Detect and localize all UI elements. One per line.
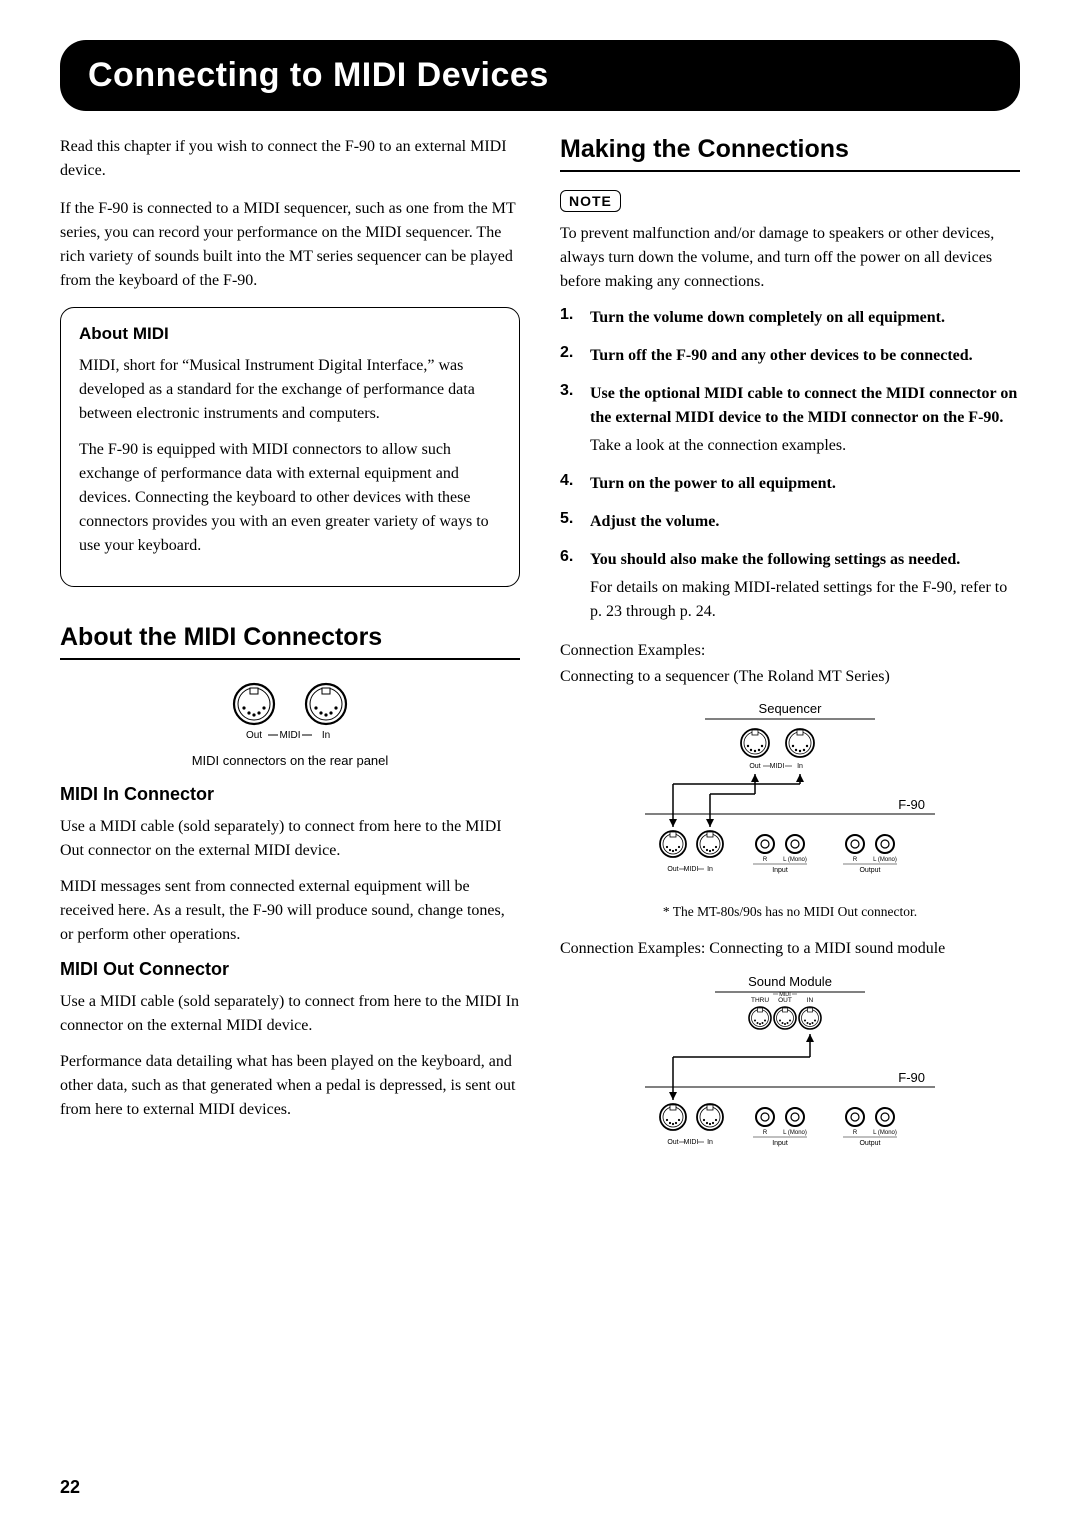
note-badge: NOTE	[560, 190, 621, 212]
svg-text:In: In	[707, 866, 713, 873]
note-text: To prevent malfunction and/or damage to …	[560, 222, 1020, 294]
svg-text:Output: Output	[859, 1140, 880, 1147]
step-5-text: Adjust the volume.	[590, 510, 1020, 534]
about-midi-box: About MIDI MIDI, short for “Musical Inst…	[60, 307, 520, 587]
about-connectors-heading: About the MIDI Connectors	[60, 623, 520, 660]
example1-note: * The MT-80s/90s has no MIDI Out connect…	[560, 904, 1020, 920]
step-3-sub: Take a look at the connection examples.	[590, 434, 1020, 458]
midi-out-heading: MIDI Out Connector	[60, 959, 520, 980]
svg-text:Out: Out	[667, 866, 678, 873]
page-number: 22	[60, 1477, 80, 1498]
diagram-label-midi: MIDI	[279, 730, 300, 741]
intro-p1: Read this chapter if you wish to connect…	[60, 135, 520, 183]
svg-text:Sound Module: Sound Module	[748, 974, 832, 989]
svg-text:Out: Out	[749, 763, 760, 770]
step-2: Turn off the F-90 and any other devices …	[560, 344, 1020, 368]
example2-label: Connection Examples: Connecting to a MID…	[560, 936, 1020, 962]
midi-diagram-caption: MIDI connectors on the rear panel	[60, 753, 520, 768]
about-midi-p2: The F-90 is equipped with MIDI connector…	[79, 438, 501, 558]
svg-text:MIDI: MIDI	[684, 1139, 699, 1146]
step-6-sub: For details on making MIDI-related setti…	[590, 576, 1020, 624]
svg-text:THRU: THRU	[751, 997, 769, 1004]
svg-text:Input: Input	[772, 867, 788, 874]
svg-text:Input: Input	[772, 1140, 788, 1147]
about-midi-title: About MIDI	[79, 324, 501, 344]
svg-text:L (Mono): L (Mono)	[783, 857, 807, 863]
intro-p2: If the F-90 is connected to a MIDI seque…	[60, 197, 520, 293]
svg-text:MIDI: MIDI	[770, 763, 785, 770]
svg-text:In: In	[797, 763, 803, 770]
making-connections-heading: Making the Connections	[560, 135, 1020, 172]
sequencer-connection-diagram: Sequencer	[560, 699, 1020, 894]
svg-text:F-90: F-90	[898, 1070, 925, 1085]
step-4: Turn on the power to all equipment.	[560, 472, 1020, 496]
midi-in-p1: Use a MIDI cable (sold separately) to co…	[60, 815, 520, 863]
title-banner: Connecting to MIDI Devices	[60, 40, 1020, 111]
left-column: Read this chapter if you wish to connect…	[60, 135, 520, 1177]
connection-examples-label: Connection Examples:	[560, 638, 1020, 664]
svg-text:L (Mono): L (Mono)	[873, 1130, 897, 1136]
midi-out-p2: Performance data detailing what has been…	[60, 1050, 520, 1122]
diagram-label-out: Out	[246, 730, 262, 741]
midi-in-p2: MIDI messages sent from connected extern…	[60, 875, 520, 947]
page-title: Connecting to MIDI Devices	[88, 56, 992, 95]
midi-out-p1: Use a MIDI cable (sold separately) to co…	[60, 990, 520, 1038]
intro-block: Read this chapter if you wish to connect…	[60, 135, 520, 293]
svg-text:In: In	[707, 1139, 713, 1146]
step-3-text: Use the optional MIDI cable to connect t…	[590, 382, 1020, 430]
about-midi-p1: MIDI, short for “Musical Instrument Digi…	[79, 354, 501, 426]
step-5: Adjust the volume.	[560, 510, 1020, 534]
step-3: Use the optional MIDI cable to connect t…	[560, 382, 1020, 458]
svg-text:IN: IN	[807, 997, 814, 1004]
svg-text:R: R	[763, 857, 768, 863]
step-2-text: Turn off the F-90 and any other devices …	[590, 344, 1020, 368]
sound-module-connection-diagram: Sound Module THRU OUT IN MIDI	[560, 972, 1020, 1167]
svg-text:Sequencer: Sequencer	[759, 701, 823, 716]
step-6: You should also make the following setti…	[560, 548, 1020, 624]
midi-in-heading: MIDI In Connector	[60, 784, 520, 805]
right-column: Making the Connections NOTE To prevent m…	[560, 135, 1020, 1177]
svg-text:OUT: OUT	[778, 997, 792, 1004]
svg-text:R: R	[853, 1130, 858, 1136]
svg-text:F-90: F-90	[898, 797, 925, 812]
step-1-text: Turn the volume down completely on all e…	[590, 306, 1020, 330]
step-1: Turn the volume down completely on all e…	[560, 306, 1020, 330]
diagram-label-in: In	[322, 730, 330, 741]
svg-text:L (Mono): L (Mono)	[783, 1130, 807, 1136]
midi-rear-panel-diagram: Out MIDI In MIDI connectors on the rear …	[60, 678, 520, 768]
step-4-text: Turn on the power to all equipment.	[590, 472, 1020, 496]
example1-label: Connecting to a sequencer (The Roland MT…	[560, 664, 1020, 690]
step-6-text: You should also make the following setti…	[590, 548, 1020, 572]
steps-list: Turn the volume down completely on all e…	[560, 306, 1020, 624]
svg-text:MIDI: MIDI	[779, 992, 791, 998]
svg-text:R: R	[763, 1130, 768, 1136]
svg-text:Output: Output	[859, 867, 880, 874]
svg-text:Out: Out	[667, 1139, 678, 1146]
svg-text:L (Mono): L (Mono)	[873, 857, 897, 863]
svg-text:MIDI: MIDI	[684, 866, 699, 873]
svg-text:R: R	[853, 857, 858, 863]
